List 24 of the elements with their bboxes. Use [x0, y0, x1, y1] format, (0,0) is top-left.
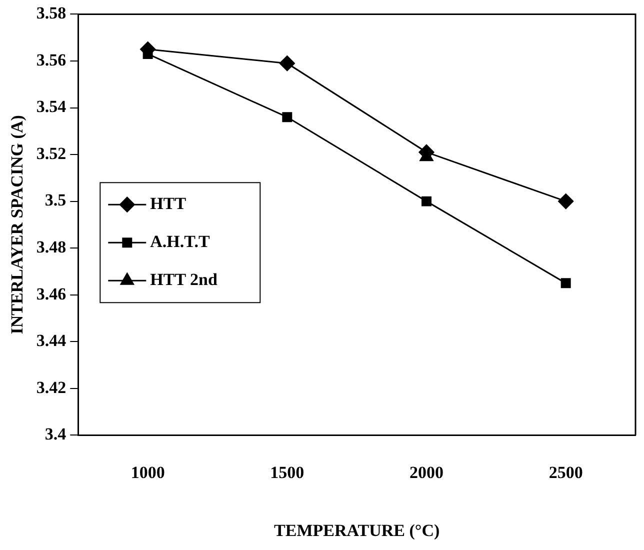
y-tick-label: 3.42 [36, 378, 66, 397]
x-tick-label: 1500 [270, 462, 304, 482]
point [422, 196, 432, 206]
x-axis-title: TEMPERATURE (°C) [274, 521, 440, 540]
point [560, 278, 571, 288]
legend-label: A.H.T.T [150, 232, 210, 251]
point [282, 112, 292, 122]
point [279, 56, 295, 72]
y-tick-label: 3.52 [36, 144, 66, 163]
point [558, 194, 574, 210]
y-tick-label: 3.54 [36, 97, 67, 116]
y-tick-label: 3.46 [36, 284, 66, 304]
y-tick-label: 3.44 [36, 331, 67, 350]
y-axis-title: INTERLAYER SPACING (A) [8, 115, 27, 334]
x-tick-label: 2000 [409, 462, 444, 482]
y-tick-label: 3.5 [44, 190, 66, 210]
x-tick-label: 1000 [130, 462, 165, 482]
legend-label: HTT [150, 194, 187, 213]
legend-label: HTT 2nd [150, 270, 218, 289]
y-tick-label: 3.4 [44, 424, 67, 444]
y-tick-label: 3.56 [36, 50, 66, 70]
x-tick-label: 2500 [548, 462, 583, 482]
y-tick-label: 3.58 [36, 4, 66, 23]
y-tick-label: 3.48 [36, 237, 66, 256]
